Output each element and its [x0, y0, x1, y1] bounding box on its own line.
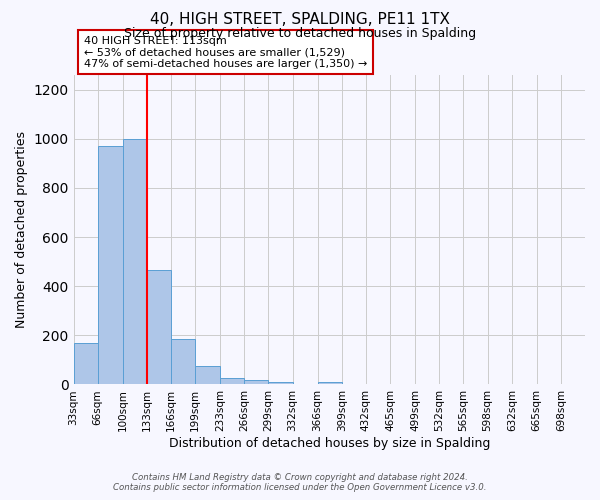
Bar [195, 366, 220, 384]
Bar [171, 339, 195, 384]
Bar [244, 380, 268, 384]
Text: 40 HIGH STREET: 113sqm
← 53% of detached houses are smaller (1,529)
47% of semi-: 40 HIGH STREET: 113sqm ← 53% of detached… [84, 36, 367, 69]
Text: 40, HIGH STREET, SPALDING, PE11 1TX: 40, HIGH STREET, SPALDING, PE11 1TX [150, 12, 450, 28]
Y-axis label: Number of detached properties: Number of detached properties [15, 131, 28, 328]
Text: Contains HM Land Registry data © Crown copyright and database right 2024.
Contai: Contains HM Land Registry data © Crown c… [113, 473, 487, 492]
Bar [147, 270, 171, 384]
X-axis label: Distribution of detached houses by size in Spalding: Distribution of detached houses by size … [169, 437, 490, 450]
Bar [220, 378, 244, 384]
Bar [122, 139, 147, 384]
Text: Size of property relative to detached houses in Spalding: Size of property relative to detached ho… [124, 28, 476, 40]
Bar [74, 342, 98, 384]
Bar [268, 382, 293, 384]
Bar [98, 146, 122, 384]
Bar [317, 382, 342, 384]
